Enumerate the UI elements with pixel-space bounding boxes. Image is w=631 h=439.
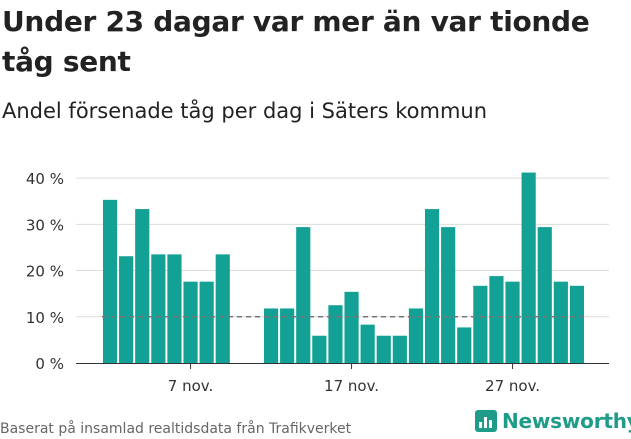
chart-subtitle: Andel försenade tåg per dag i Säters kom…: [2, 99, 488, 123]
bar: [102, 199, 118, 363]
newsworthy-logo[interactable]: Newsworthy: [475, 409, 631, 433]
x-tick-label: 7 nov.: [168, 377, 213, 395]
chart-title: Under 23 dagar var mer än var tionde tåg…: [2, 5, 590, 78]
bar: [489, 276, 504, 363]
x-tick-label: 17 nov.: [324, 377, 379, 395]
source-note: Baserat på insamlad realtidsdata från Tr…: [0, 421, 352, 437]
bar: [344, 291, 359, 363]
bar: [537, 227, 552, 363]
bar: [457, 327, 472, 363]
bar: [360, 324, 375, 363]
bar: [473, 285, 488, 363]
bar: [424, 209, 440, 363]
bar: [505, 281, 520, 363]
bar: [521, 172, 536, 363]
x-tick-label: 27 nov.: [485, 377, 540, 395]
bar: [328, 305, 343, 363]
bar: [392, 335, 407, 363]
bar: [296, 227, 311, 363]
y-tick-label: 0 %: [35, 355, 64, 373]
bar: [215, 254, 230, 363]
bar: [569, 285, 585, 363]
bar: [376, 335, 391, 363]
bar: [151, 254, 166, 363]
bar: [167, 254, 182, 363]
bar: [263, 308, 279, 363]
y-tick-label: 40 %: [26, 170, 64, 188]
bar: [119, 256, 134, 363]
bar: [280, 308, 295, 363]
bar: [183, 281, 198, 363]
bar-chart: 0 % 10 % 20 % 30 % 40 % 7 nov. 17 nov. 27 nov.: [26, 170, 609, 395]
bar: [312, 335, 327, 363]
y-tick-label: 30 %: [26, 216, 64, 234]
bar: [441, 227, 456, 363]
brand-name: Newsworthy: [502, 409, 631, 433]
y-tick-label: 10 %: [26, 309, 64, 327]
bar: [199, 281, 214, 363]
bar: [135, 209, 150, 363]
bar: [553, 281, 568, 363]
bar: [408, 308, 424, 363]
newsworthy-logo-icon: [475, 410, 497, 432]
y-tick-label: 20 %: [26, 263, 64, 281]
